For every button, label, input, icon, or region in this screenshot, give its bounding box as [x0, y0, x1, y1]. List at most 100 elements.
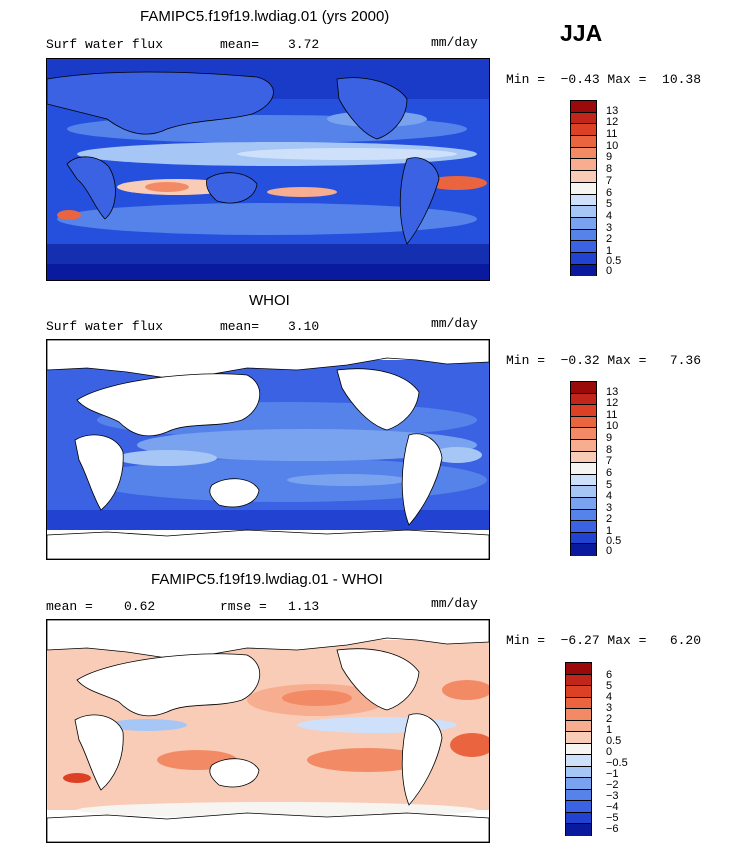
panel-3-mean-value: 0.62	[124, 599, 156, 614]
panel-3-colorbar-swatch	[566, 720, 591, 732]
panel-1-colorbar-swatch	[571, 206, 596, 218]
panel-1-colorbar-label: 5	[606, 198, 613, 210]
panel-3-colorbar-swatch	[566, 674, 591, 686]
panel-3-colorbar-swatch	[566, 778, 591, 790]
panel-3-colorbar-label: −5	[606, 812, 619, 824]
panel-1-variable-label: Surf water flux	[46, 37, 164, 52]
panel-3-colorbar-label: −6	[606, 823, 619, 835]
panel-1-mean-label: mean=	[220, 37, 260, 52]
panel-1-colorbar-swatch	[571, 147, 596, 160]
panel-1-colorbar-swatch	[571, 136, 596, 148]
panel-2-colorbar-swatch	[571, 497, 596, 510]
panel-1-colorbar-swatch	[571, 124, 596, 137]
panel-3-colorbar-swatch	[566, 663, 591, 675]
panel-2-colorbar-swatch	[571, 382, 596, 394]
panel-2-minmax: Min = −0.32 Max = 7.36	[506, 353, 702, 368]
panel-3-colorbar-label: 0	[606, 746, 613, 758]
panel-3-title: FAMIPC5.f19f19.lwdiag.01 - WHOI	[151, 571, 383, 588]
panel-3-colorbar-swatch	[566, 824, 591, 836]
panel-3-colorbar-swatch	[566, 743, 591, 755]
panel-1-map	[46, 58, 490, 281]
panel-2-colorbar-label: 0.5	[606, 535, 622, 547]
panel-3-colorbar-swatch	[566, 766, 591, 778]
panel-3-colorbar-swatch	[566, 697, 591, 709]
panel-2-colorbar-swatch	[571, 393, 596, 406]
panel-3-colorbar-label: 4	[606, 691, 613, 703]
panel-2-colorbar-label: 2	[606, 513, 613, 525]
panel-3-colorbar-label: −4	[606, 801, 619, 813]
panel-2-mean-value: 3.10	[288, 319, 320, 334]
panel-2-colorbar-swatch	[571, 544, 596, 556]
panel-1-field	[47, 59, 489, 280]
panel-1-colorbar-swatch	[571, 171, 596, 183]
panel-3-rmse-label: rmse =	[220, 599, 267, 614]
panel-3-colorbar-swatch	[566, 686, 591, 698]
panel-1-colorbar-swatch	[571, 159, 596, 172]
panel-1-colorbar-label: 13	[606, 105, 619, 117]
panel-2-colorbar-swatch	[571, 416, 596, 429]
panel-3-units: mm/day	[431, 596, 478, 611]
panel-1-colorbar-swatch	[571, 182, 596, 195]
panel-3-minmax: Min = −6.27 Max = 6.20	[506, 633, 702, 648]
panel-1-mean-value: 3.72	[288, 37, 320, 52]
panel-1-colorbar-swatch	[571, 217, 596, 230]
panel-1-colorbar-label: 3	[606, 222, 613, 234]
panel-2-units: mm/day	[431, 316, 478, 331]
panel-1-units: mm/day	[431, 35, 478, 50]
panel-1-colorbar-swatch	[571, 112, 596, 125]
panel-2-colorbar-swatch	[571, 428, 596, 440]
panel-2-colorbar-swatch	[571, 486, 596, 498]
panel-2-colorbar-swatch	[571, 474, 596, 487]
panel-1-colorbar-label: 2	[606, 233, 613, 245]
panel-3-colorbar-label: 6	[606, 669, 613, 681]
panel-1-colorbar-label: 0	[606, 265, 613, 277]
panel-2-colorbar	[570, 381, 597, 556]
panel-1-colorbar-label: 9	[606, 151, 613, 163]
panel-3-colorbar	[565, 662, 592, 836]
panel-2-colorbar-swatch	[571, 532, 596, 545]
panel-2-colorbar-label: 7	[606, 455, 613, 467]
panel-1-colorbar-label: 10	[606, 140, 619, 152]
panel-3-colorbar-swatch	[566, 801, 591, 813]
panel-3-rmse-value: 1.13	[288, 599, 320, 614]
panel-1-colorbar	[570, 100, 597, 277]
panel-2-colorbar-label: 12	[606, 397, 619, 409]
panel-3-colorbar-swatch	[566, 755, 591, 767]
panel-3-colorbar-label: 1	[606, 724, 613, 736]
season-label: JJA	[560, 20, 603, 46]
panel-3-colorbar-label: −2	[606, 779, 619, 791]
panel-2-colorbar-swatch	[571, 521, 596, 533]
panel-2-mean-label: mean=	[220, 319, 260, 334]
panel-3-colorbar-label: −3	[606, 790, 619, 802]
panel-1-colorbar-swatch	[571, 241, 596, 253]
panel-3-colorbar-label: 5	[606, 680, 613, 692]
panel-2-colorbar-label: 6	[606, 467, 613, 479]
panel-1-colorbar-label: 4	[606, 210, 613, 222]
panel-2-title: WHOI	[249, 292, 290, 309]
panel-2-colorbar-swatch	[571, 451, 596, 464]
panel-1-title: FAMIPC5.f19f19.lwdiag.01 (yrs 2000)	[140, 8, 390, 25]
panel-3-colorbar-label: 0.5	[606, 735, 622, 747]
panel-3-mean-label: mean =	[46, 599, 93, 614]
panel-3-colorbar-swatch	[566, 732, 591, 744]
panel-2-colorbar-swatch	[571, 509, 596, 522]
panel-3-map	[46, 619, 490, 843]
panel-2-colorbar-label: 4	[606, 490, 613, 502]
panel-2-colorbar-label: 9	[606, 432, 613, 444]
panel-1-colorbar-label: 0.5	[606, 255, 622, 267]
panel-2-colorbar-swatch	[571, 439, 596, 452]
panel-2-colorbar-swatch	[571, 405, 596, 417]
panel-1-colorbar-label: 12	[606, 116, 619, 128]
panel-2-colorbar-swatch	[571, 463, 596, 475]
panel-1-colorbar-swatch	[571, 194, 596, 207]
panel-3-colorbar-label: −0.5	[606, 757, 628, 769]
panel-2-map	[46, 339, 490, 560]
panel-1-colorbar-label: 6	[606, 187, 613, 199]
panel-2-colorbar-label: 1	[606, 525, 613, 537]
panel-2-colorbar-label: 10	[606, 420, 619, 432]
panel-3-colorbar-label: −1	[606, 768, 619, 780]
panel-2-colorbar-label: 13	[606, 386, 619, 398]
panel-3-field	[47, 620, 489, 842]
panel-3-colorbar-label: 2	[606, 713, 613, 725]
panel-2-field	[47, 340, 489, 559]
